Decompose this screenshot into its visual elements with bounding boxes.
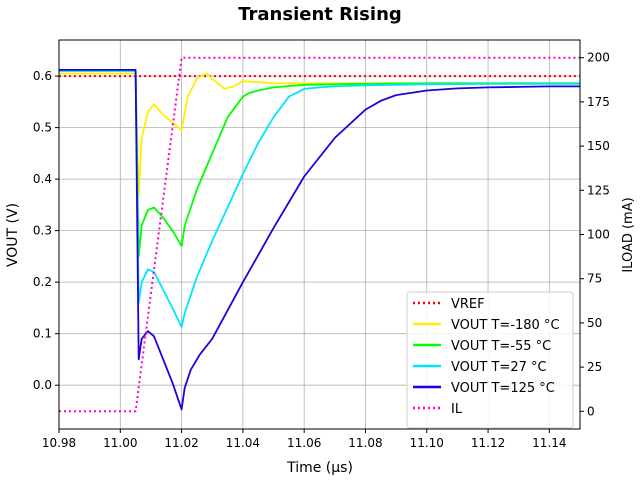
y2-axis-label: ILOAD (mA): [621, 197, 636, 272]
y-axis-right: 0 25 50 75 100 125 150 175 200: [580, 51, 610, 418]
series-line-vout-t-55-c: [59, 70, 580, 258]
y2-tick-label: 200: [587, 51, 610, 65]
y-axis-left: 0.0 0.1 0.2 0.3 0.4 0.5 0.6: [33, 69, 59, 392]
y2-tick-label: 100: [587, 228, 610, 242]
x-tick-label: 11.00: [103, 436, 137, 450]
x-tick-label: 11.06: [287, 436, 321, 450]
series-line-vout-t-125-c: [59, 69, 580, 411]
legend-entry: VOUT T=125 °C: [451, 381, 555, 396]
x-tick-label: 10.98: [42, 436, 76, 450]
y2-tick-label: 125: [587, 183, 610, 197]
x-tick-label: 11.12: [471, 436, 505, 450]
x-tick-label: 11.02: [164, 436, 198, 450]
y2-tick-label: 0: [587, 404, 595, 418]
y-tick-label: 0.4: [33, 172, 52, 186]
chart-title: Transient Rising: [238, 4, 402, 25]
y-tick-label: 0.2: [33, 275, 52, 289]
y2-tick-label: 25: [587, 360, 602, 374]
y-tick-label: 0.3: [33, 224, 52, 238]
y2-tick-label: 75: [587, 272, 602, 286]
series-line-vout-t-27-c: [59, 70, 580, 328]
legend-entry: VOUT T=-55 °C: [451, 339, 551, 354]
y2-tick-label: 175: [587, 95, 610, 109]
y-tick-label: 0.6: [33, 69, 52, 83]
x-tick-label: 11.08: [348, 436, 382, 450]
y2-tick-label: 150: [587, 139, 610, 153]
legend-box: [406, 291, 574, 429]
y-axis-label: VOUT (V): [5, 203, 21, 267]
x-tick-label: 11.10: [410, 436, 444, 450]
legend-entry: VOUT T=27 °C: [451, 360, 547, 375]
x-axis: 10.98 11.00 11.02 11.04 11.06 11.08 11.10 11.12…: [42, 429, 567, 450]
series-group: [59, 56, 580, 413]
x-tick-label: 11.14: [532, 436, 566, 450]
legend-entry: VREF: [451, 297, 485, 312]
y2-tick-label: 50: [587, 316, 602, 330]
y-tick-label: 0.5: [33, 121, 52, 135]
series-line-vout-t-180-c: [59, 72, 580, 196]
y-tick-label: 0.1: [33, 327, 52, 341]
legend: VREF VOUT T=-180 °C VOUT T=-55 °C VOUT T=27…: [406, 291, 574, 429]
y-tick-label: 0.0: [33, 378, 52, 392]
x-axis-label: Time (µs): [286, 460, 353, 476]
legend-entry: IL: [451, 402, 463, 417]
legend-entry: VOUT T=-180 °C: [451, 318, 560, 333]
x-tick-label: 11.04: [226, 436, 260, 450]
